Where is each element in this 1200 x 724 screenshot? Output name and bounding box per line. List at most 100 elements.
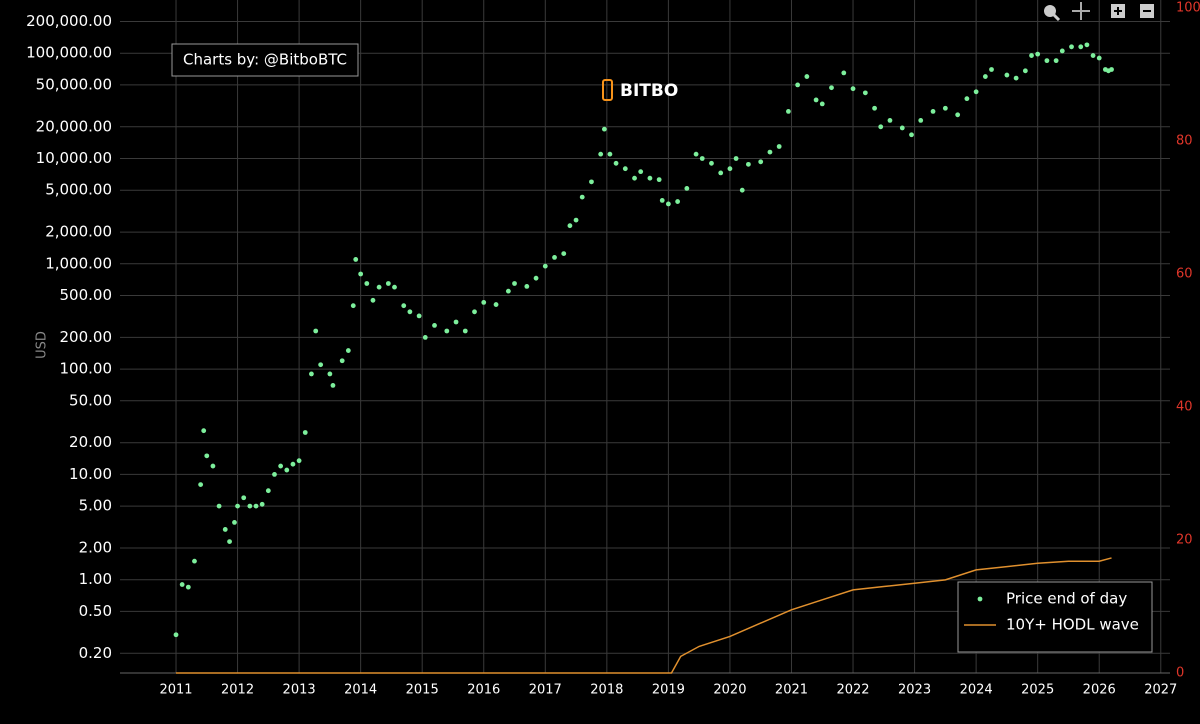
price-point bbox=[1090, 53, 1096, 58]
y-tick-label: 200.00 bbox=[60, 328, 113, 346]
price-point bbox=[727, 166, 733, 172]
price-point bbox=[622, 166, 628, 172]
price-point bbox=[493, 302, 499, 307]
y2-tick-label: 40 bbox=[1176, 399, 1193, 414]
price-point bbox=[632, 175, 637, 181]
price-point bbox=[955, 112, 961, 118]
logo-text: BITBO bbox=[620, 81, 678, 101]
price-point bbox=[862, 90, 868, 96]
zoom-button[interactable] bbox=[1044, 5, 1061, 22]
price-point bbox=[1059, 48, 1065, 54]
price-point bbox=[598, 151, 604, 157]
price-point bbox=[227, 539, 232, 545]
price-point bbox=[1084, 42, 1090, 48]
x-tick-label: 2022 bbox=[836, 683, 869, 698]
x-tick-label: 2015 bbox=[406, 683, 439, 698]
price-point bbox=[745, 161, 751, 167]
price-point bbox=[232, 520, 237, 525]
price-point bbox=[453, 319, 459, 325]
labels: 0.20 0.50 1.00 2.00 5.00 10.00 20.00 50.00 100.0… bbox=[26, 0, 1200, 697]
price-point bbox=[358, 271, 364, 277]
x-tick-label: 2027 bbox=[1144, 683, 1177, 698]
credit-box bbox=[171, 43, 359, 77]
price-point bbox=[665, 201, 671, 207]
credit: Charts by: @BitboBTC bbox=[183, 51, 347, 69]
zoom-in-button[interactable] bbox=[1111, 4, 1125, 18]
price-point bbox=[1022, 68, 1028, 74]
x-tick-label: 2017 bbox=[529, 683, 562, 698]
price-point bbox=[512, 281, 517, 286]
x-tick-label: 2019 bbox=[652, 683, 685, 698]
x-tick-label: 2012 bbox=[221, 683, 254, 698]
price-point bbox=[204, 453, 210, 459]
price-point bbox=[222, 527, 228, 532]
price-point bbox=[699, 156, 705, 161]
price-point bbox=[589, 179, 594, 185]
price-point bbox=[345, 348, 351, 353]
y2-tick-label: 0 bbox=[1176, 666, 1184, 681]
price-point bbox=[579, 194, 585, 200]
price-point bbox=[733, 156, 739, 161]
price-point bbox=[1078, 44, 1084, 50]
price-point bbox=[1004, 72, 1010, 78]
price-point bbox=[819, 101, 825, 107]
price-point bbox=[918, 118, 924, 123]
price-point bbox=[401, 303, 407, 309]
price-point bbox=[758, 159, 764, 165]
price-point bbox=[964, 96, 970, 102]
price-point bbox=[973, 89, 979, 95]
price-point bbox=[533, 275, 539, 281]
y-tick-label: 100.00 bbox=[60, 360, 113, 378]
price-point bbox=[353, 257, 359, 262]
price-point bbox=[659, 197, 665, 203]
price-point bbox=[330, 383, 336, 388]
y-tick-label: 0.50 bbox=[79, 602, 112, 620]
price-point bbox=[407, 309, 413, 315]
price-point bbox=[272, 471, 277, 477]
price-point bbox=[416, 313, 422, 319]
price-point bbox=[607, 151, 613, 157]
price-point bbox=[278, 463, 284, 469]
price-point bbox=[339, 358, 345, 364]
price-point bbox=[253, 503, 259, 509]
price-point bbox=[887, 118, 893, 123]
x-tick-label: 2021 bbox=[775, 683, 808, 698]
y-tick-label: 50.00 bbox=[69, 391, 112, 409]
legend-label: Price end of day bbox=[1006, 590, 1127, 608]
price-point bbox=[1096, 55, 1102, 61]
price-point bbox=[524, 283, 530, 289]
price-point bbox=[259, 501, 265, 507]
price-point bbox=[1053, 58, 1059, 64]
y-tick-label: 5.00 bbox=[79, 497, 112, 515]
price-point bbox=[376, 284, 382, 290]
price-point bbox=[693, 151, 699, 157]
price-point bbox=[284, 467, 290, 473]
pan-button[interactable] bbox=[1072, 2, 1090, 20]
y-tick-label: 5,000.00 bbox=[45, 181, 112, 199]
price-point bbox=[1013, 75, 1019, 81]
price-point bbox=[684, 185, 690, 191]
price-point bbox=[505, 288, 511, 294]
price-point bbox=[829, 85, 834, 91]
price-point bbox=[942, 105, 948, 111]
price-point bbox=[385, 281, 391, 286]
price-point bbox=[767, 149, 773, 155]
price-point bbox=[1035, 51, 1041, 57]
price-point bbox=[350, 303, 356, 309]
price-point bbox=[850, 86, 856, 92]
price-point bbox=[318, 362, 324, 368]
price-point bbox=[930, 109, 936, 114]
price-point bbox=[1109, 67, 1114, 72]
y-tick-label: 100,000.00 bbox=[26, 44, 112, 62]
y-tick-label: 2,000.00 bbox=[45, 223, 112, 241]
price-point bbox=[804, 74, 810, 79]
price-point bbox=[201, 428, 207, 434]
toolbar bbox=[1044, 2, 1154, 22]
y2-tick-label: 80 bbox=[1176, 133, 1193, 148]
zoom-out-button[interactable] bbox=[1140, 4, 1154, 18]
logo-icon bbox=[602, 79, 613, 101]
hodl-line bbox=[176, 557, 1112, 674]
y-tick-label: 2.00 bbox=[79, 538, 112, 556]
y2-tick-label: 60 bbox=[1176, 266, 1193, 281]
price-point bbox=[296, 458, 302, 464]
